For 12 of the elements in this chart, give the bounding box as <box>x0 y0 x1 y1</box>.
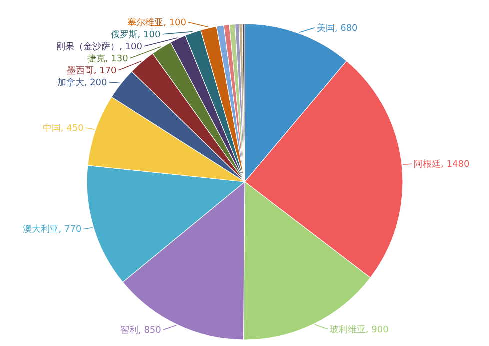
slice-label: 墨西哥, 170 <box>66 65 118 76</box>
slice-label: 阿根廷, 1480 <box>414 159 470 170</box>
slice-label: 中国, 450 <box>42 122 84 134</box>
slice-label: 美国, 680 <box>316 22 358 34</box>
slice-label: 塞尔维亚, 100 <box>128 17 187 28</box>
slice-label: 澳大利亚, 770 <box>22 224 82 236</box>
slice-label: 加拿大, 200 <box>57 77 108 88</box>
slice-label: 刚果（金沙萨）, 100 <box>56 41 143 52</box>
slice-label: 俄罗斯, 100 <box>110 29 161 40</box>
slice-label: 玻利维亚, 900 <box>330 324 390 336</box>
slice-label: 捷克, 130 <box>87 53 129 64</box>
slice-label: 智利, 850 <box>120 325 162 336</box>
